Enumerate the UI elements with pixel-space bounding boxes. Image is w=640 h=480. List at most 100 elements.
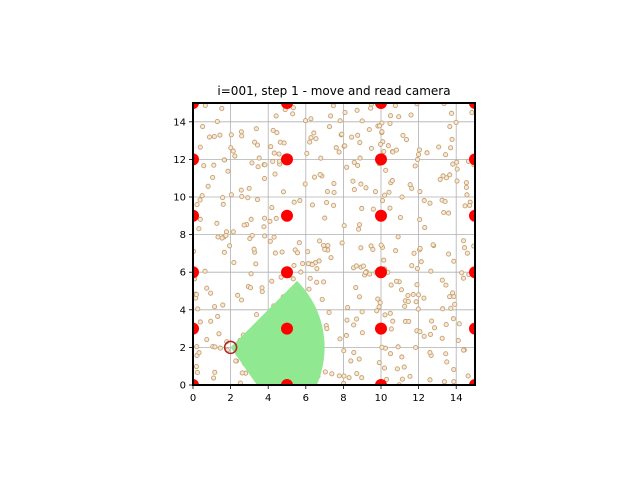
particle — [383, 167, 389, 173]
particle — [359, 309, 365, 315]
particle — [454, 178, 460, 184]
particle — [294, 250, 301, 256]
particle — [268, 144, 274, 150]
particle — [217, 345, 223, 351]
particle — [443, 152, 449, 158]
particle — [208, 318, 214, 324]
camera-view — [230, 280, 325, 385]
particle — [421, 295, 427, 301]
particle — [342, 109, 348, 115]
x-tick-label: 14 — [450, 393, 463, 404]
particle — [210, 174, 216, 181]
particle — [366, 127, 372, 133]
particle — [377, 300, 383, 306]
y-tick-label: 14 — [173, 117, 186, 128]
particle — [319, 296, 325, 302]
particle — [279, 249, 285, 255]
particle — [359, 205, 365, 212]
particle — [398, 287, 405, 293]
particle — [379, 344, 385, 350]
particle — [415, 152, 422, 158]
particle — [316, 258, 322, 264]
particle — [227, 243, 233, 249]
particle — [270, 127, 276, 133]
particle — [450, 316, 456, 322]
particle — [201, 163, 207, 169]
particle — [261, 224, 267, 230]
y-tick-label: 4 — [180, 305, 186, 316]
particle — [271, 150, 277, 156]
particle — [230, 229, 236, 235]
particle — [341, 348, 347, 354]
particle — [341, 223, 347, 229]
particle — [194, 202, 200, 208]
landmarks — [193, 103, 475, 385]
particle — [400, 132, 406, 138]
particle — [333, 145, 339, 151]
landmark-marker — [193, 153, 199, 166]
particle — [239, 193, 245, 199]
particle — [254, 142, 261, 148]
particle — [326, 124, 333, 130]
y-tick-label: 10 — [173, 193, 186, 204]
particle — [356, 294, 363, 300]
particle — [211, 134, 217, 140]
particle — [455, 337, 461, 344]
particle — [356, 222, 363, 228]
particle — [377, 123, 383, 129]
particle — [281, 140, 287, 146]
particle — [417, 329, 423, 335]
particle — [396, 114, 402, 120]
particle — [467, 202, 473, 208]
particle — [442, 198, 448, 205]
particle — [223, 232, 229, 239]
particle — [356, 356, 362, 362]
particle — [357, 155, 363, 161]
particle — [415, 306, 421, 312]
particle — [238, 187, 244, 193]
particle — [390, 318, 396, 324]
particle — [399, 194, 405, 200]
particle — [337, 336, 343, 342]
particle — [220, 195, 226, 201]
particle — [211, 162, 217, 168]
particle — [411, 250, 417, 256]
landmark-marker — [281, 209, 293, 222]
y-tick-label: 0 — [180, 381, 186, 392]
particle — [446, 251, 452, 257]
particle — [307, 139, 313, 145]
particle — [317, 172, 323, 178]
robot-marker — [223, 340, 238, 355]
particle — [463, 180, 469, 186]
landmark-marker — [375, 153, 387, 166]
particle — [232, 153, 238, 159]
particle — [427, 377, 433, 383]
particle — [259, 285, 265, 291]
particle — [417, 217, 423, 223]
particle — [330, 103, 336, 109]
particle — [437, 176, 443, 182]
particle — [311, 130, 317, 136]
particle — [382, 312, 388, 318]
particle — [355, 162, 361, 168]
particle — [405, 299, 411, 305]
particle — [393, 248, 399, 254]
particle — [368, 105, 374, 111]
particle — [320, 242, 327, 248]
particle — [322, 215, 328, 221]
particle — [370, 206, 376, 212]
particle — [431, 325, 438, 331]
particle — [314, 266, 320, 272]
particle — [328, 113, 334, 119]
particle — [363, 185, 369, 191]
particle — [436, 144, 442, 150]
particle — [197, 197, 203, 203]
particle — [349, 134, 355, 140]
landmark-marker — [375, 379, 387, 385]
particle — [253, 126, 259, 132]
particle — [273, 215, 279, 222]
particle — [251, 246, 257, 252]
particle — [215, 313, 221, 319]
particle — [413, 344, 419, 351]
particle — [280, 189, 287, 195]
